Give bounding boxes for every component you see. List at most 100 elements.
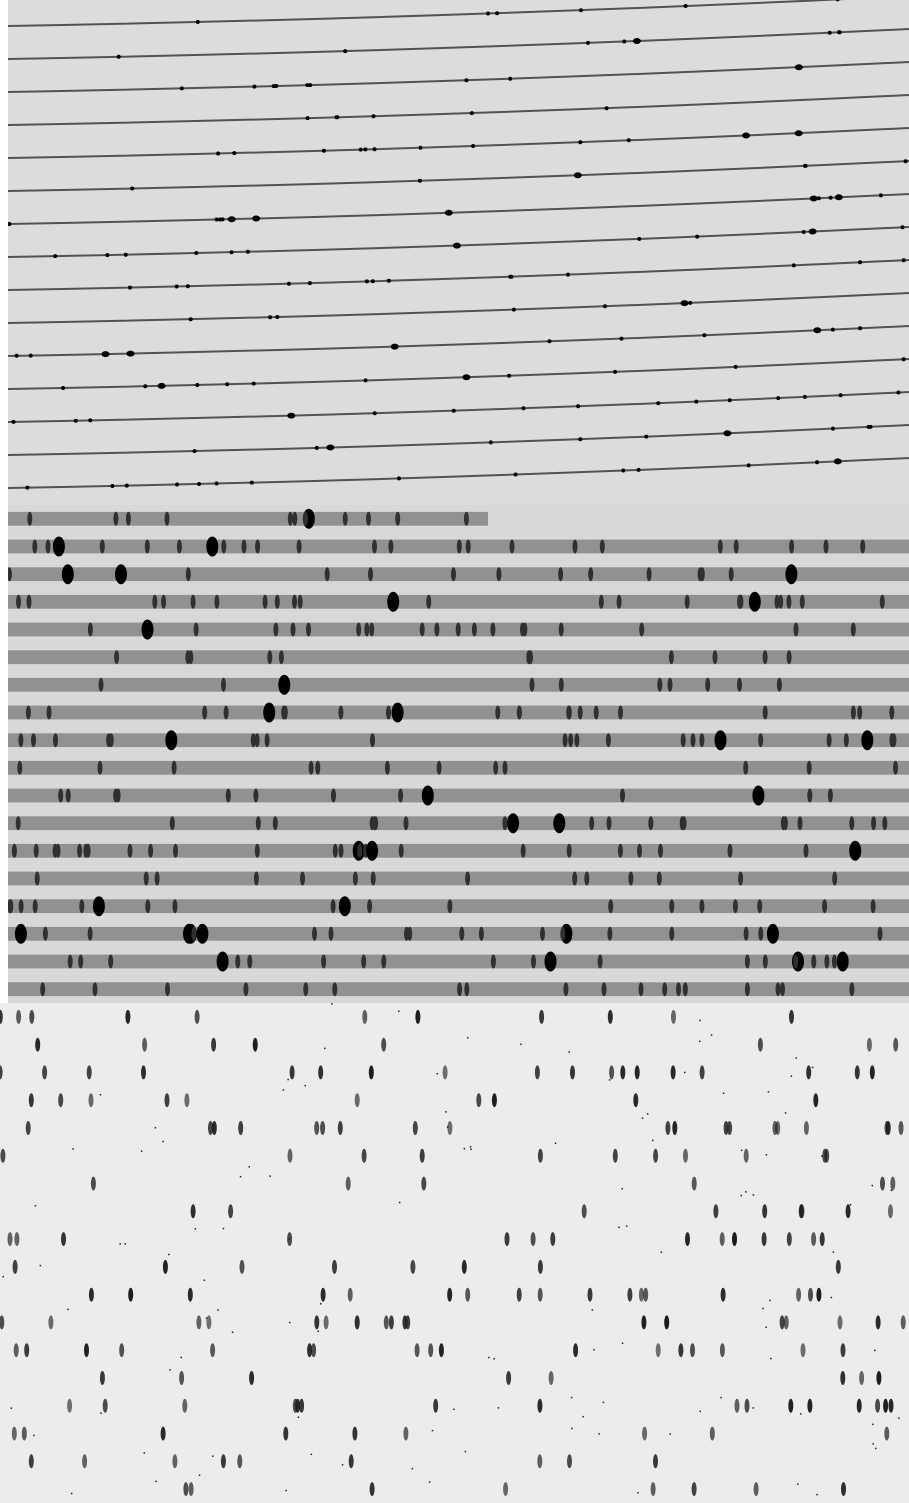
- emission-line: [241, 539, 247, 554]
- emission-line: [436, 760, 442, 775]
- emission-spot: [252, 215, 261, 222]
- emission-line: [860, 539, 866, 554]
- emission-line: [361, 954, 367, 969]
- emission-line: [362, 1009, 368, 1024]
- emission-line: [587, 1287, 593, 1302]
- emission-spot: [363, 378, 368, 383]
- emission-line: [811, 1232, 817, 1247]
- cosmic-ray-hit: [288, 1238, 291, 1240]
- emission-line: [671, 1009, 676, 1024]
- emission-line: [191, 926, 197, 941]
- emission-line: [841, 1482, 846, 1497]
- emission-line: [67, 1398, 73, 1413]
- emission-line: [465, 539, 471, 554]
- emission-line: [655, 1343, 661, 1358]
- emission-line: [893, 760, 898, 775]
- emission-line: [496, 567, 502, 582]
- emission-line: [27, 511, 33, 526]
- cosmic-ray-hit: [871, 1184, 873, 1187]
- emission-line: [502, 816, 508, 831]
- cosmic-ray-hit: [832, 1251, 835, 1253]
- emission-spot: [101, 351, 110, 358]
- order-band: [8, 567, 909, 582]
- emission-line: [558, 622, 564, 637]
- cosmic-ray-hit: [72, 1148, 74, 1150]
- emission-spot: [25, 485, 30, 490]
- emission-line: [544, 951, 557, 972]
- emission-spot: [566, 272, 570, 277]
- emission-line: [884, 1426, 890, 1441]
- cosmic-ray-hit: [239, 1175, 242, 1178]
- emission-line: [757, 899, 763, 914]
- emission-spot: [174, 284, 179, 289]
- emission-spot: [636, 467, 641, 472]
- cosmic-ray-hit: [285, 1489, 287, 1492]
- emission-line: [598, 594, 604, 609]
- cosmic-ray-hit: [467, 1037, 469, 1039]
- cosmic-ray-hit: [222, 1227, 225, 1230]
- cosmic-ray-hit: [699, 1040, 701, 1043]
- emission-line: [419, 622, 425, 637]
- emission-line: [92, 982, 98, 997]
- emission-line: [99, 539, 105, 554]
- emission-line: [539, 1009, 545, 1024]
- emission-spot: [128, 285, 132, 290]
- emission-spot: [621, 468, 626, 473]
- cosmic-ray-hit: [740, 1194, 742, 1197]
- cosmic-ray-hit: [297, 1416, 300, 1418]
- emission-line: [267, 650, 273, 665]
- emission-line: [639, 622, 645, 637]
- emission-line: [108, 733, 114, 748]
- emission-line: [398, 788, 404, 803]
- emission-line: [97, 760, 103, 775]
- emission-line: [254, 843, 260, 858]
- emission-line: [169, 816, 175, 831]
- cosmic-ray-hit: [469, 1146, 472, 1148]
- emission-line: [24, 1343, 30, 1358]
- emission-line: [307, 1343, 313, 1358]
- emission-line: [388, 539, 394, 554]
- emission-line: [854, 1065, 860, 1080]
- emission-line: [628, 871, 634, 886]
- emission-line: [228, 1204, 234, 1219]
- cosmic-ray-hit: [625, 1225, 628, 1227]
- order-trace: [8, 0, 847, 27]
- emission-line: [40, 982, 46, 997]
- emission-line: [662, 982, 668, 997]
- emission-line: [274, 594, 280, 609]
- emission-line: [102, 1398, 108, 1413]
- emission-spot: [8, 222, 12, 226]
- emission-spot: [271, 84, 276, 89]
- emission-spot: [688, 300, 693, 305]
- emission-line: [766, 923, 779, 944]
- emission-line: [87, 926, 93, 941]
- emission-line: [875, 1315, 881, 1330]
- emission-line: [593, 705, 599, 720]
- cosmic-ray-hit: [667, 1323, 670, 1326]
- emission-line: [457, 982, 463, 997]
- emission-line: [516, 1287, 522, 1302]
- emission-line: [738, 871, 744, 886]
- emission-line: [574, 733, 580, 748]
- emission-line: [323, 1315, 329, 1330]
- emission-line: [67, 954, 73, 969]
- emission-line: [171, 760, 177, 775]
- emission-spot: [488, 440, 493, 445]
- cosmic-ray-hit: [212, 1455, 214, 1457]
- emission-line: [438, 1343, 444, 1358]
- emission-line: [318, 1065, 324, 1080]
- emission-line: [290, 622, 296, 637]
- emission-line: [563, 982, 569, 997]
- cosmic-ray-hit: [591, 1309, 594, 1311]
- cosmic-ray-hit: [331, 1003, 333, 1005]
- emission-line: [16, 594, 21, 609]
- cosmic-ray-hit: [67, 1308, 69, 1311]
- emission-line: [520, 843, 526, 858]
- emission-line: [287, 1148, 293, 1163]
- emission-spot: [195, 383, 200, 387]
- cosmic-ray-hit: [621, 1188, 623, 1190]
- emission-line: [249, 1371, 255, 1385]
- emission-line: [253, 871, 259, 886]
- emission-spot: [815, 460, 819, 465]
- emission-spot: [14, 353, 19, 358]
